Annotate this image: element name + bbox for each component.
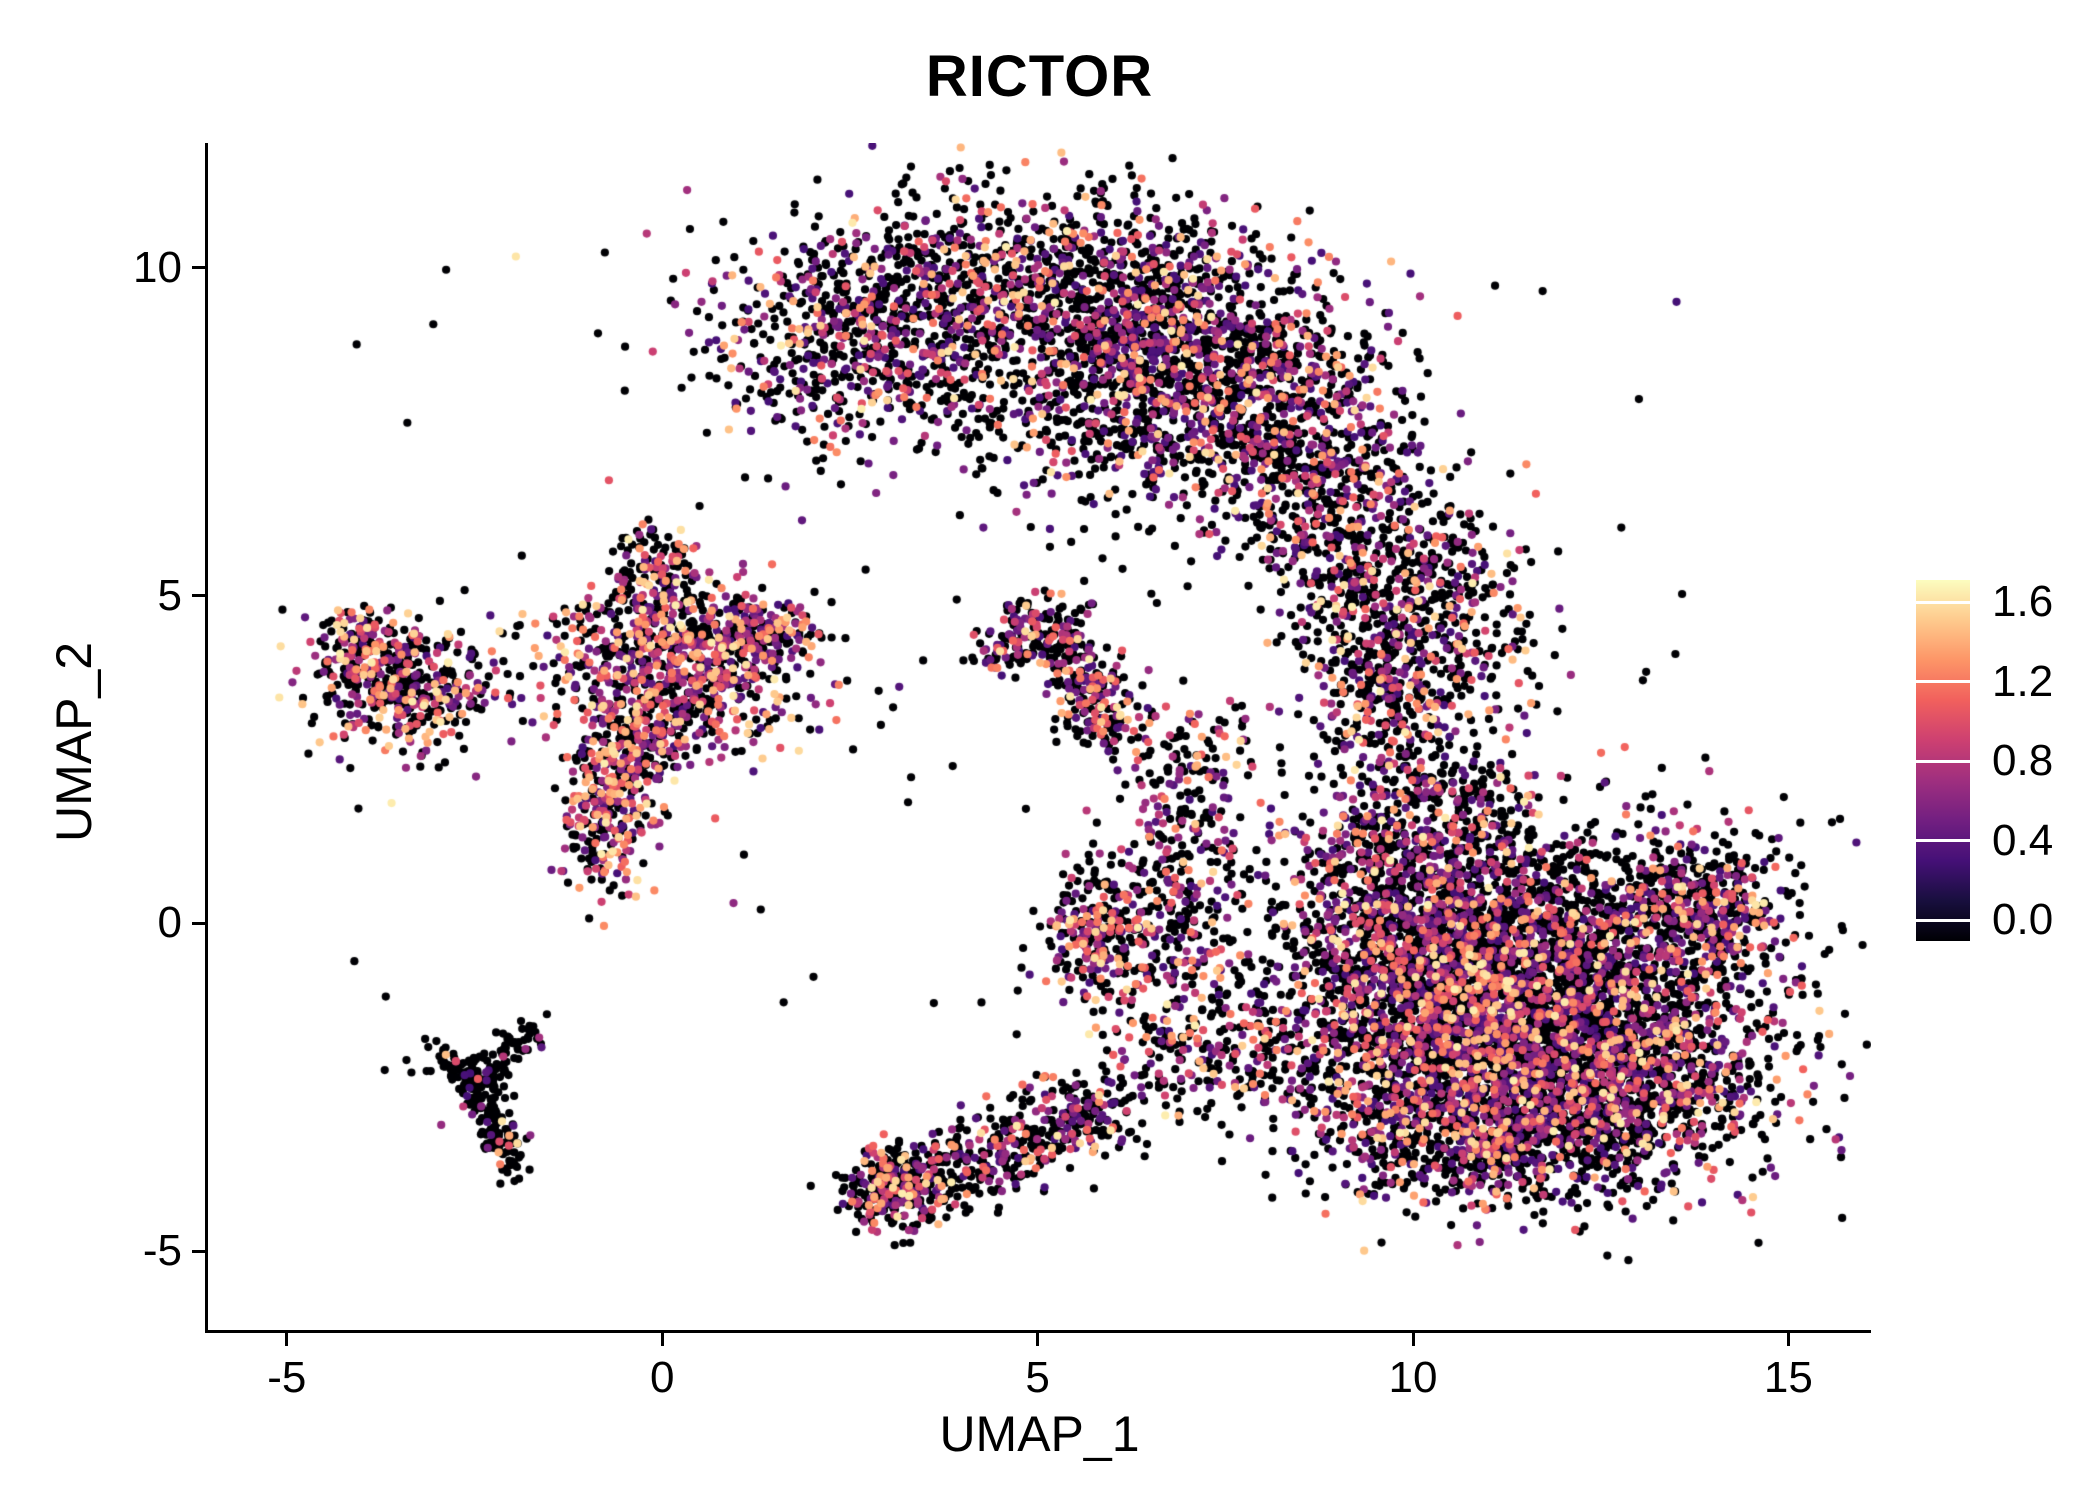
x-tick-mark — [285, 1333, 289, 1346]
y-tick-mark — [192, 594, 205, 597]
colorbar-tick-mark — [1916, 839, 1970, 842]
y-tick-mark — [192, 1249, 205, 1253]
colorbar-tick-label: 0.4 — [1992, 815, 2054, 865]
y-tick-mark — [192, 921, 205, 925]
y-tick-label: 0 — [157, 898, 182, 948]
x-tick-mark — [1786, 1333, 1790, 1346]
y-tick-label: 5 — [157, 570, 182, 620]
colorbar-tick-label: 1.6 — [1992, 577, 2054, 626]
colorbar-tick-mark — [1916, 680, 1970, 683]
x-tick-mark — [1411, 1333, 1415, 1346]
colorbar-tick-label: 1.2 — [1992, 656, 2054, 706]
y-tick-label: 10 — [133, 242, 182, 292]
colorbar-tick-label: 0.0 — [1992, 895, 2054, 944]
x-tick-mark — [660, 1333, 664, 1346]
x-tick-label: 0 — [649, 1353, 675, 1402]
colorbar-tick-label: 0.8 — [1992, 736, 2054, 785]
y-tick-mark — [192, 266, 205, 270]
y-tick-label: -5 — [142, 1226, 182, 1276]
x-tick-label: -5 — [267, 1353, 307, 1402]
x-tick-label: 10 — [1388, 1353, 1438, 1402]
colorbar-tick-mark — [1916, 600, 1970, 604]
x-tick-label: 5 — [1025, 1353, 1050, 1402]
colorbar-tick-mark — [1916, 759, 1970, 763]
scatter-canvas — [208, 143, 1871, 1330]
x-axis-label: UMAP_1 — [939, 1406, 1140, 1462]
y-axis-label: UMAP_2 — [46, 641, 102, 843]
plot-area — [205, 143, 1871, 1333]
x-tick-label: 15 — [1763, 1353, 1813, 1402]
plot-title: RICTOR — [925, 44, 1154, 109]
x-tick-mark — [1036, 1333, 1040, 1346]
colorbar-tick-mark — [1916, 918, 1970, 922]
